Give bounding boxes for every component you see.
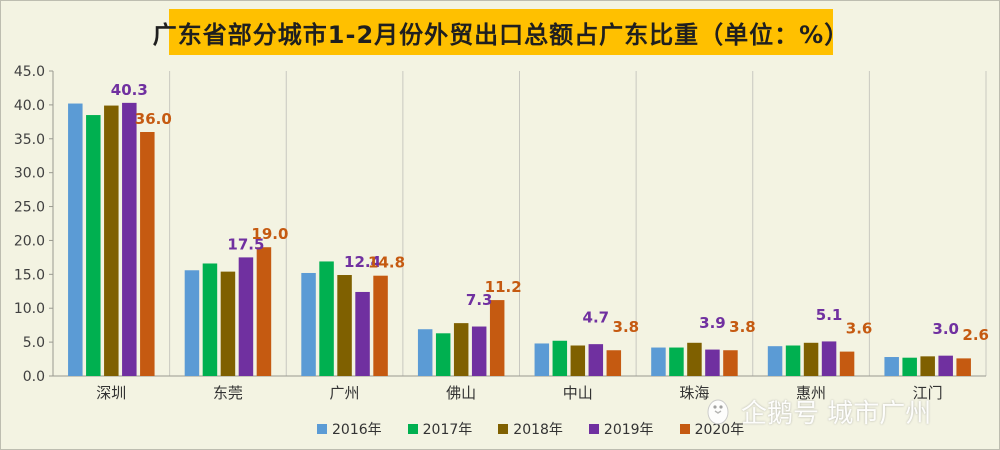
bar [337,275,352,376]
data-label: 14.8 [368,254,405,272]
data-label: 2.6 [962,326,989,344]
bar [884,357,899,376]
bar [687,342,702,376]
bar [104,105,119,377]
bar [902,357,917,376]
watermark-text: 企鹅号 城市广州 [741,398,932,429]
x-tick-label: 佛山 [446,384,476,402]
bar [238,257,254,376]
bar [68,103,83,377]
legend-swatch [679,424,690,434]
y-tick-label: 35.0 [14,132,45,148]
bar [669,347,684,376]
bar [723,350,738,376]
title-banner: 广东省部分城市1-2月份外贸出口总额占广东比重（单位：%） [153,9,848,55]
legend-swatch [588,424,599,434]
y-tick-label: 20.0 [14,233,45,249]
legend-label: 2019年 [603,422,654,438]
data-label: 5.1 [816,306,843,324]
y-tick-label: 30.0 [14,166,45,182]
x-tick-label: 广州 [330,384,360,402]
bar [319,261,334,376]
data-label: 3.0 [932,320,959,338]
y-tick-label: 0.0 [23,369,45,385]
data-label: 17.5 [227,235,264,253]
chart-title: 广东省部分城市1-2月份外贸出口总额占广东比重（单位：%） [152,20,850,49]
bar [489,300,505,376]
bar [122,102,137,376]
bar [435,333,451,376]
bar [453,323,469,376]
bar [220,271,236,376]
watermark: 企鹅号 城市广州 [703,391,931,431]
legend-swatch [407,424,418,434]
x-tick-label: 珠海 [679,384,709,402]
bar [140,132,155,376]
bar [821,341,837,376]
bar [417,329,433,376]
y-tick-label: 25.0 [14,200,45,216]
x-tick-label: 东莞 [213,384,243,402]
data-label: 3.8 [613,318,640,336]
bar [705,349,720,376]
bar [938,355,953,376]
bar [471,326,487,376]
y-tick-label: 45.0 [14,64,45,80]
y-tick-label: 40.0 [14,98,45,114]
legend-label: 2017年 [422,422,473,438]
bar [767,346,783,376]
bar [256,247,272,376]
penguin-icon [707,399,729,425]
data-label: 40.3 [111,81,148,99]
bar [920,356,935,376]
bar [606,350,622,376]
bar [301,272,316,376]
bar [839,351,855,376]
bar [534,343,550,376]
data-label: 11.2 [485,278,522,296]
bar [803,342,819,376]
bar [785,345,801,376]
data-label: 3.9 [699,314,726,332]
data-label: 4.7 [583,309,610,327]
bar [184,270,200,376]
bar [86,115,101,377]
bar [651,347,666,376]
x-tick-label: 惠州 [796,384,826,402]
data-label: 19.0 [251,225,288,243]
data-label: 3.6 [846,319,873,337]
bar [570,345,586,376]
legend-swatch [317,424,327,434]
y-tick-label: 10.0 [14,301,45,317]
legend-item: 2017年 [407,419,473,439]
x-tick-label: 江门 [913,384,943,402]
y-tick-label: 15.0 [14,267,45,283]
legend-item: 2018年 [498,419,563,439]
legend-item: 2019年 [588,419,654,439]
legend-label: 2016年 [332,422,382,438]
bar [202,263,218,376]
legend-label: 2020年 [694,422,745,438]
bar [956,358,971,376]
bar [552,340,568,376]
data-label: 12.4 [344,253,381,271]
bar [588,344,604,376]
legend-item: 2016年 [317,419,382,439]
legend-label: 2018年 [513,422,563,438]
data-label: 3.8 [729,318,756,336]
data-label: 7.3 [466,291,493,309]
y-tick-label: 5.0 [23,335,45,351]
bar [373,275,388,376]
bar [355,291,370,376]
legend-item: 2020年 [679,419,745,439]
x-tick-label: 中山 [563,384,593,402]
data-label: 36.0 [135,110,172,128]
legend-swatch [498,424,509,434]
x-tick-label: 深圳 [96,384,126,402]
legend: 2016年 2017年 2018年 2019年 2020年 [317,419,770,439]
